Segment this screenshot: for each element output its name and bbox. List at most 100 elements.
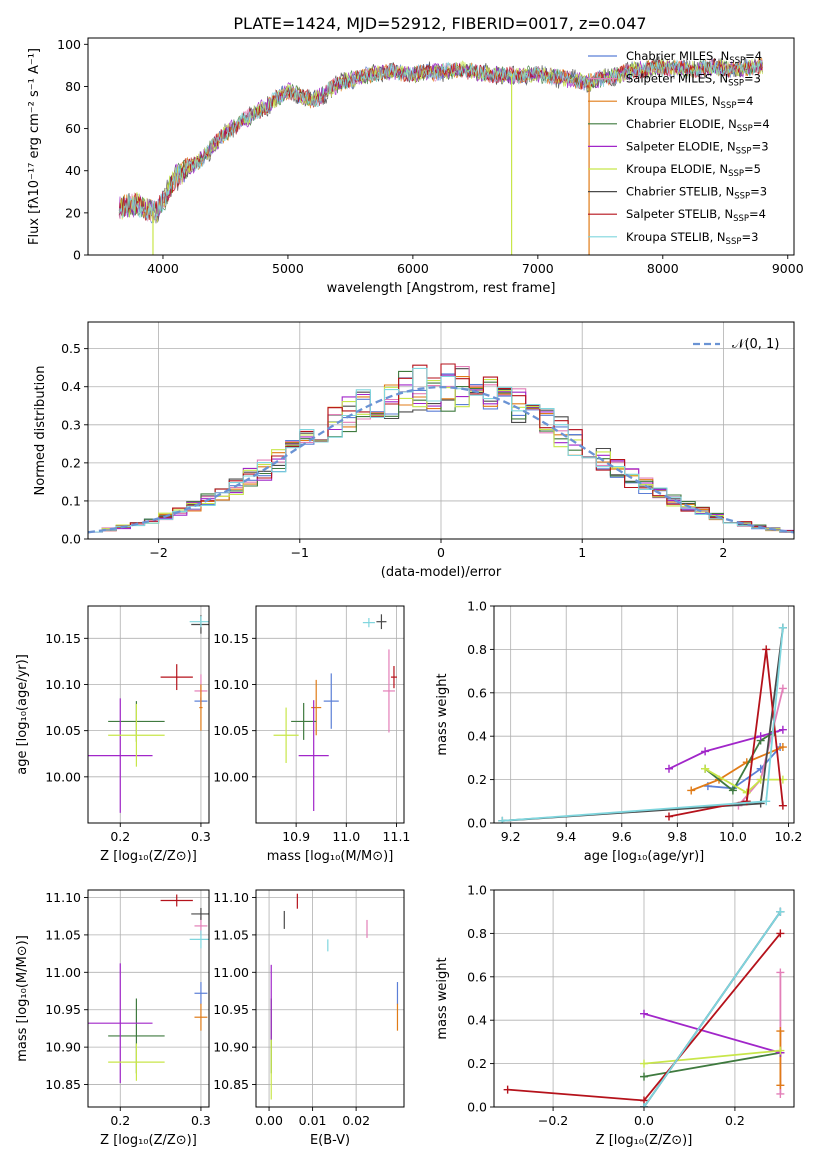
x-tick-label: 11.0 (332, 829, 360, 844)
weight-marker-5 (776, 1046, 785, 1055)
x-tick-label: 0.2 (110, 829, 130, 844)
y-axis-label: mass weight (435, 673, 450, 755)
axes-frame (87, 37, 795, 256)
x-axis-label: age [log₁₀(age/yr)] (584, 849, 705, 864)
errorbar-point-5 (108, 1043, 165, 1081)
weight-marker-7 (742, 797, 751, 806)
legend-entry: Chabrier ELODIE, NSSP=4 (626, 117, 770, 134)
y-tick-label: 11.05 (45, 927, 81, 942)
y-axis-label: mass weight (435, 957, 450, 1039)
weight-marker-7 (665, 812, 673, 821)
errorbar-point-2 (311, 679, 322, 736)
y-tick-label: 11.00 (45, 965, 81, 980)
errorbar-point-6 (191, 907, 209, 920)
plot-area-residuals (88, 363, 794, 534)
legend-entry: Chabrier MILES, NSSP=4 (626, 49, 762, 66)
legend-entry: Salpeter ELODIE, NSSP=3 (626, 139, 769, 156)
x-tick-label: 9.6 (612, 829, 632, 844)
legend-entry: Salpeter STELIB, NSSP=4 (626, 207, 766, 224)
y-tick-label: 11.10 (45, 890, 81, 905)
weight-marker-2 (687, 786, 696, 795)
x-tick-label: 6000 (397, 261, 429, 276)
weight-line-5 (704, 768, 783, 794)
panel-age-vs-mass: 10.9 11.0 11.1 10.00 10.05 10.10 10.15 mass [lo… (213, 605, 410, 864)
errorbar-point-2 (199, 684, 203, 731)
y-axis-label: Normed distribution (33, 366, 48, 496)
figure-title: PLATE=1424, MJD=52912, FIBERID=0017, z=0… (233, 14, 646, 33)
errorbar-point-7 (160, 894, 193, 907)
x-tick-label: 0 (437, 545, 445, 560)
y-tick-label: 0.3 (61, 417, 81, 432)
plot-area-age-vs-z (88, 615, 209, 813)
y-tick-label: 10.95 (213, 1002, 249, 1017)
weight-marker-4 (701, 747, 710, 756)
weight-line-7 (668, 649, 784, 818)
y-tick-label: 11.10 (213, 890, 249, 905)
x-tick-label: 4000 (147, 261, 179, 276)
x-tick-label: 10.0 (719, 829, 747, 844)
axes-frame (87, 321, 795, 540)
y-tick-label: 80 (65, 79, 81, 94)
x-tick-label: 9.4 (556, 829, 576, 844)
weight-line-3 (704, 731, 776, 792)
x-tick-label: 9.2 (501, 829, 521, 844)
errorbar-point-4 (298, 700, 329, 811)
y-tick-label: 10.05 (45, 723, 81, 738)
y-tick-label: 0.0 (467, 816, 487, 831)
x-axis-label: Z [log₁₀(Z/Z⊙)] (596, 1133, 693, 1148)
y-tick-label: 20 (65, 205, 81, 220)
x-tick-label: 10.2 (775, 829, 803, 844)
x-tick-label: 0.0 (634, 1113, 654, 1128)
weight-marker-4 (778, 725, 787, 734)
y-tick-label: 0.0 (467, 1100, 487, 1115)
errorbar-point-0 (194, 982, 208, 1005)
weight-line-4 (668, 728, 784, 770)
y-axis-label: age [log₁₀(age/yr)] (15, 654, 30, 775)
y-tick-label: 1.0 (467, 883, 487, 898)
weight-marker-2 (778, 743, 787, 752)
y-tick-label: 10.10 (45, 677, 81, 692)
errorbar-point-6 (376, 614, 387, 630)
plot-area-age-vs-mass (273, 614, 397, 811)
weight-marker-6 (756, 799, 765, 808)
x-axis-label: E(B-V) (310, 1133, 350, 1148)
weight-line-4 (643, 1012, 781, 1054)
weight-marker-3 (640, 1072, 648, 1081)
spectrum-legend: Chabrier MILES, NSSP=4 Salpeter MILES, NS… (588, 49, 770, 247)
errorbar-point-8 (362, 618, 375, 628)
weight-marker-2 (776, 1027, 785, 1036)
y-tick-label: 10.15 (45, 631, 81, 646)
x-tick-label: 0.3 (191, 829, 211, 844)
weight-line-2 (690, 746, 784, 792)
legend-entry: Kroupa STELIB, NSSP=3 (626, 230, 758, 247)
axes-frame (87, 889, 210, 1108)
x-tick-label: −1 (291, 545, 309, 560)
y-tick-label: 0.5 (61, 341, 81, 356)
x-tick-label: −0.2 (538, 1113, 568, 1128)
x-tick-label: 10.9 (282, 829, 310, 844)
y-tick-label: 0.0 (61, 532, 81, 547)
axes-frame (255, 889, 405, 1108)
weight-marker-7 (776, 929, 785, 938)
y-tick-label: 0.8 (467, 926, 487, 941)
x-tick-label: 0.00 (255, 1113, 283, 1128)
x-tick-label: 7000 (522, 261, 554, 276)
y-tick-label: 10.85 (213, 1077, 249, 1092)
y-tick-label: 10.95 (45, 1002, 81, 1017)
x-tick-label: 1 (578, 545, 586, 560)
y-tick-label: 0 (73, 248, 81, 263)
panel-massweight-vs-z: −0.2 0.0 0.2 0.0 0.2 0.4 0.6 0.8 1.0 Z [log₁₀(Z/Z… (435, 883, 795, 1148)
y-tick-label: 60 (65, 121, 81, 136)
y-tick-label: 1.0 (467, 599, 487, 614)
legend-entry: Kroupa ELODIE, NSSP=5 (626, 162, 761, 179)
x-axis-label: (data-model)/error (381, 565, 502, 580)
weight-marker-4 (665, 764, 673, 773)
errorbar-point-5 (273, 707, 299, 763)
y-tick-label: 10.90 (213, 1040, 249, 1055)
y-tick-label: 100 (57, 37, 81, 52)
errorbar-point-4 (88, 698, 153, 813)
y-tick-label: 0.6 (467, 969, 487, 984)
x-axis-label: mass [log₁₀(M/M⊙)] (267, 849, 394, 864)
weight-marker-8 (498, 816, 507, 823)
weight-marker-8 (776, 907, 785, 916)
